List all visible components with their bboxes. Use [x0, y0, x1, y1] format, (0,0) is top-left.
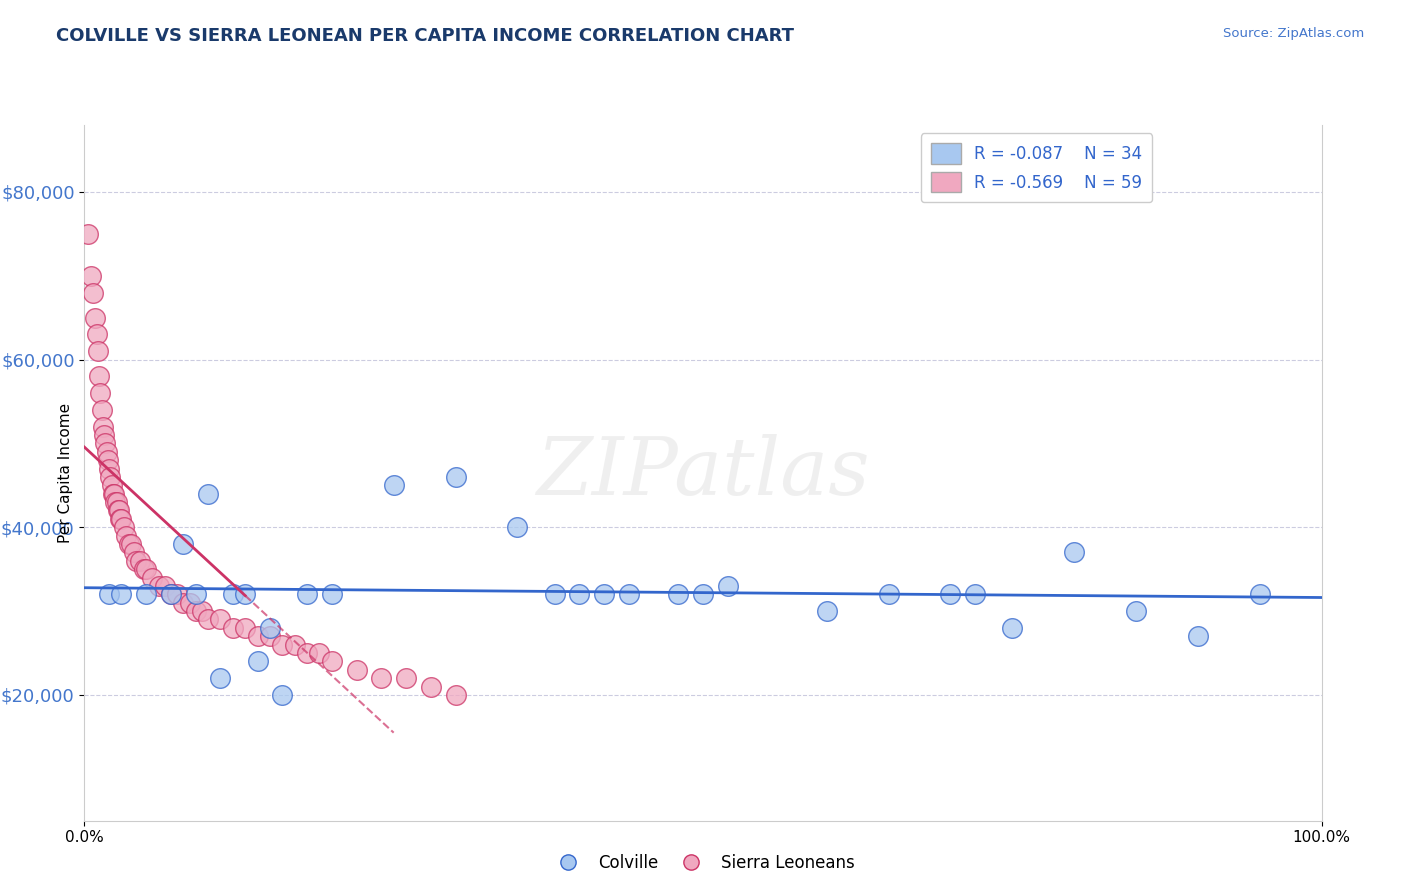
Point [129, 554, 152, 568]
Point [692, 587, 714, 601]
Point [110, 587, 132, 601]
Text: COLVILLE VS SIERRA LEONEAN PER CAPITA INCOME CORRELATION CHART: COLVILLE VS SIERRA LEONEAN PER CAPITA IN… [56, 27, 794, 45]
Point [86, 327, 108, 342]
Point [543, 587, 565, 601]
Point [135, 562, 157, 576]
Point [197, 486, 219, 500]
Point [79, 268, 101, 283]
Point [209, 612, 232, 626]
Point [153, 579, 176, 593]
Point [382, 478, 405, 492]
Point [197, 612, 219, 626]
Point [209, 671, 232, 685]
Point [89, 386, 111, 401]
Legend: Colville, Sierra Leoneans: Colville, Sierra Leoneans [544, 847, 862, 879]
Point [98, 461, 121, 475]
Point [122, 545, 145, 559]
Point [233, 621, 256, 635]
Point [1187, 629, 1209, 643]
Point [97, 453, 120, 467]
Point [98, 587, 121, 601]
Point [506, 520, 529, 534]
Point [110, 512, 132, 526]
Point [395, 671, 418, 685]
Point [87, 344, 110, 359]
Point [160, 587, 183, 601]
Text: ZIPatlas: ZIPatlas [536, 434, 870, 511]
Y-axis label: Per Capita Income: Per Capita Income [58, 402, 73, 543]
Point [120, 537, 142, 551]
Point [184, 587, 207, 601]
Point [125, 554, 148, 568]
Point [77, 227, 100, 241]
Point [1063, 545, 1085, 559]
Point [91, 419, 114, 434]
Point [115, 528, 138, 542]
Point [568, 587, 591, 601]
Point [233, 587, 256, 601]
Point [444, 470, 467, 484]
Point [101, 486, 124, 500]
Point [103, 486, 125, 500]
Point [1249, 587, 1271, 601]
Point [191, 604, 214, 618]
Point [108, 503, 131, 517]
Point [96, 445, 118, 459]
Point [717, 579, 740, 593]
Point [259, 621, 281, 635]
Point [617, 587, 640, 601]
Point [100, 478, 122, 492]
Point [148, 579, 170, 593]
Point [84, 310, 107, 325]
Point [271, 638, 294, 652]
Point [160, 587, 183, 601]
Point [135, 587, 157, 601]
Point [939, 587, 962, 601]
Point [141, 570, 163, 584]
Point [110, 512, 132, 526]
Point [246, 654, 269, 668]
Point [93, 428, 115, 442]
Point [370, 671, 392, 685]
Point [1125, 604, 1147, 618]
Point [90, 403, 112, 417]
Point [94, 436, 117, 450]
Point [222, 621, 245, 635]
Point [965, 587, 987, 601]
Point [166, 587, 188, 601]
Point [112, 520, 135, 534]
Point [419, 680, 441, 694]
Point [1001, 621, 1024, 635]
Point [321, 654, 343, 668]
Point [295, 646, 318, 660]
Point [118, 537, 141, 551]
Point [172, 537, 194, 551]
Point [308, 646, 330, 660]
Point [246, 629, 269, 643]
Point [89, 369, 111, 384]
Point [271, 688, 294, 702]
Point [346, 663, 368, 677]
Point [222, 587, 245, 601]
Point [179, 596, 201, 610]
Point [107, 503, 129, 517]
Point [172, 596, 194, 610]
Point [295, 587, 318, 601]
Point [132, 562, 155, 576]
Point [98, 470, 121, 484]
Point [321, 587, 343, 601]
Point [259, 629, 281, 643]
Point [105, 495, 128, 509]
Point [104, 495, 127, 509]
Text: Source: ZipAtlas.com: Source: ZipAtlas.com [1223, 27, 1364, 40]
Point [815, 604, 838, 618]
Point [284, 638, 307, 652]
Point [82, 285, 104, 300]
Point [593, 587, 616, 601]
Point [184, 604, 207, 618]
Point [666, 587, 689, 601]
Point [877, 587, 900, 601]
Point [444, 688, 467, 702]
